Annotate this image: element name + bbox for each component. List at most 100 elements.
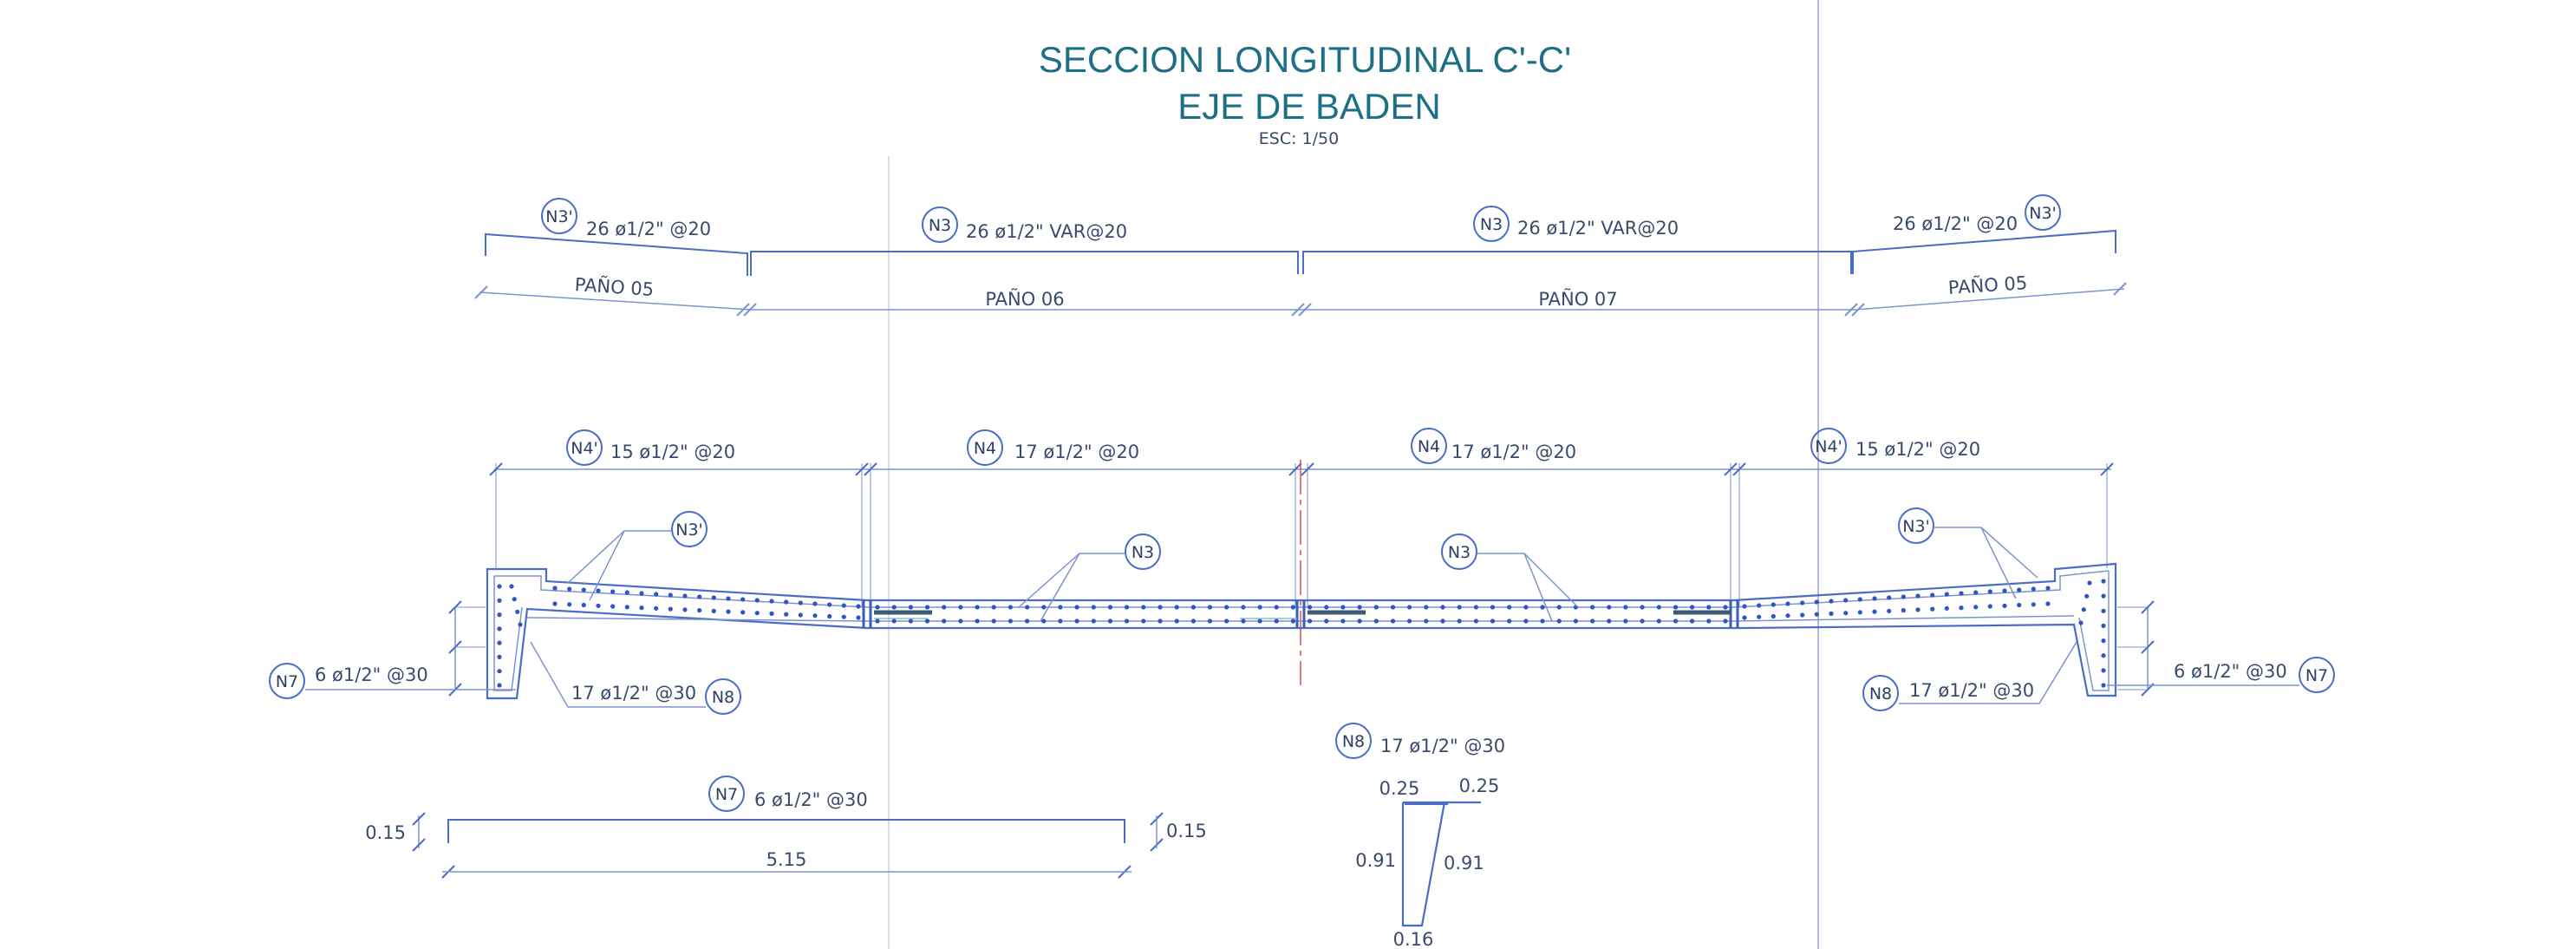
rebar-dot (567, 602, 572, 607)
rebar-dot (1125, 618, 1130, 624)
rebar-dot (1141, 618, 1146, 624)
rebar-dot (567, 586, 572, 592)
tag-circle (1441, 533, 1477, 570)
bar-spec: 17 ø1/2" @30 (1380, 736, 1505, 756)
rebar-dot (1174, 605, 1179, 610)
rebar-dot (1540, 618, 1545, 624)
tag-circle (541, 198, 577, 234)
rebar-dot (2031, 602, 2036, 607)
rebar-dot (1074, 618, 1079, 624)
rebar-dot (2078, 620, 2084, 625)
section-leaders: N3' N3 N3 N3' (567, 507, 2038, 622)
rebar-dot (991, 605, 996, 610)
bottom-bar-label-3: N4 17 ø1/2" @20 (1411, 428, 1576, 464)
rebar-dot (1590, 605, 1595, 610)
rebar-dot (2084, 593, 2090, 599)
rebar-dot (515, 609, 520, 614)
tag-label: N4' (571, 439, 598, 458)
rebar-dot (1723, 605, 1728, 610)
rebar-dot (1973, 590, 1979, 595)
rebar-dot (1590, 618, 1595, 624)
rebar-dot (497, 669, 502, 674)
rebar-dot (497, 612, 502, 618)
rebar-dot (798, 612, 803, 618)
rebar-dot (639, 591, 644, 596)
dim-top-left: 0.25 (1379, 778, 1420, 799)
tag-circle (671, 511, 708, 547)
rebar-dot (975, 605, 980, 610)
rebar-dot (2031, 586, 2036, 592)
rebar-dot (958, 605, 963, 610)
top-bar-panel-05-right: N3' 26 ø1/2" @20 PAÑO 05 (1852, 194, 2127, 311)
rebar-dot (1959, 591, 1964, 596)
dim-left-vertical: 0.91 (1355, 850, 1396, 871)
tag-label: N7 (2305, 666, 2328, 685)
rebar-dot (697, 594, 702, 599)
detail-n8: N8 17 ø1/2" @30 0.25 0.25 0.91 0.91 0.16 (1335, 723, 1505, 949)
rebar-dot (654, 605, 659, 611)
dim-length: 5.15 (766, 849, 807, 870)
rebar-dot (1507, 618, 1512, 624)
rebar-dot (1290, 618, 1295, 624)
rebar-dot (942, 605, 947, 610)
rebar-dot (1556, 618, 1562, 624)
rebar-dot (1274, 618, 1279, 624)
rebar-dot (1944, 605, 1949, 611)
dim-bottom: 0.16 (1393, 929, 1434, 949)
rebar-dot (1887, 595, 1892, 600)
rebar-dot (2101, 623, 2106, 629)
panel-label: PAÑO 07 (1538, 287, 1617, 310)
rebar-dot (2101, 579, 2106, 584)
rebar-dot (1673, 605, 1679, 610)
rebar-dot (1523, 618, 1529, 624)
rebar-dot (908, 605, 913, 610)
tag-label: N4' (1815, 437, 1842, 456)
bar-spec: 26 ø1/2" VAR@20 (1517, 218, 1679, 239)
rebar-dot (1324, 618, 1329, 624)
rebar-dot (891, 605, 897, 610)
rebar-dot (1308, 618, 1313, 624)
rebar-dot (1723, 618, 1728, 624)
rebar-dot (518, 622, 523, 627)
rebar-dot (924, 605, 930, 610)
bar-spec: 26 ø1/2" VAR@20 (966, 221, 1127, 242)
tag-label: N3' (2029, 204, 2057, 223)
rebar-dot (1857, 597, 1862, 602)
rebar-dot (975, 618, 980, 624)
tag-circle (922, 206, 958, 243)
tag-circle (705, 678, 741, 715)
rebar-dot (754, 598, 760, 603)
rebar-dot (1107, 618, 1113, 624)
rebar-dot (1473, 618, 1478, 624)
rebar-dot (654, 592, 659, 597)
rebar-dot (1706, 618, 1712, 624)
rebar-dot (1814, 599, 1819, 605)
tag-circle (967, 429, 1003, 466)
panel-label: PAÑO 06 (985, 287, 1064, 310)
rebar-dot (1800, 612, 1805, 618)
rebar-dot (1872, 609, 1877, 614)
rebar-dot (1224, 618, 1229, 624)
detail-n7: N7 6 ø1/2" @30 0.15 0.15 5.15 (365, 776, 1207, 879)
rebar-dot (1785, 613, 1790, 618)
rebar-dot (2002, 603, 2007, 608)
rebar-dot (740, 597, 746, 602)
rebar-dot (1407, 618, 1412, 624)
rebar-dot (1190, 618, 1196, 624)
rebar-dot (2045, 601, 2051, 606)
rebar-dot (841, 603, 846, 608)
rebar-dot (726, 596, 731, 601)
rebar-dot (1540, 605, 1545, 610)
rebar-dot (1757, 614, 1762, 619)
rebar-dot (2002, 588, 2007, 593)
rebar-dot (2101, 638, 2106, 644)
rebar-dot (2101, 683, 2106, 688)
rebar-dot (1959, 605, 1964, 611)
rebar-dot (1241, 618, 1246, 624)
rebar-dot (1640, 605, 1645, 610)
rebar-dot (624, 590, 629, 595)
rebar-dot (2087, 580, 2092, 586)
tag-label: N4 (1418, 437, 1440, 456)
dim-right-height: 0.15 (1166, 821, 1207, 841)
